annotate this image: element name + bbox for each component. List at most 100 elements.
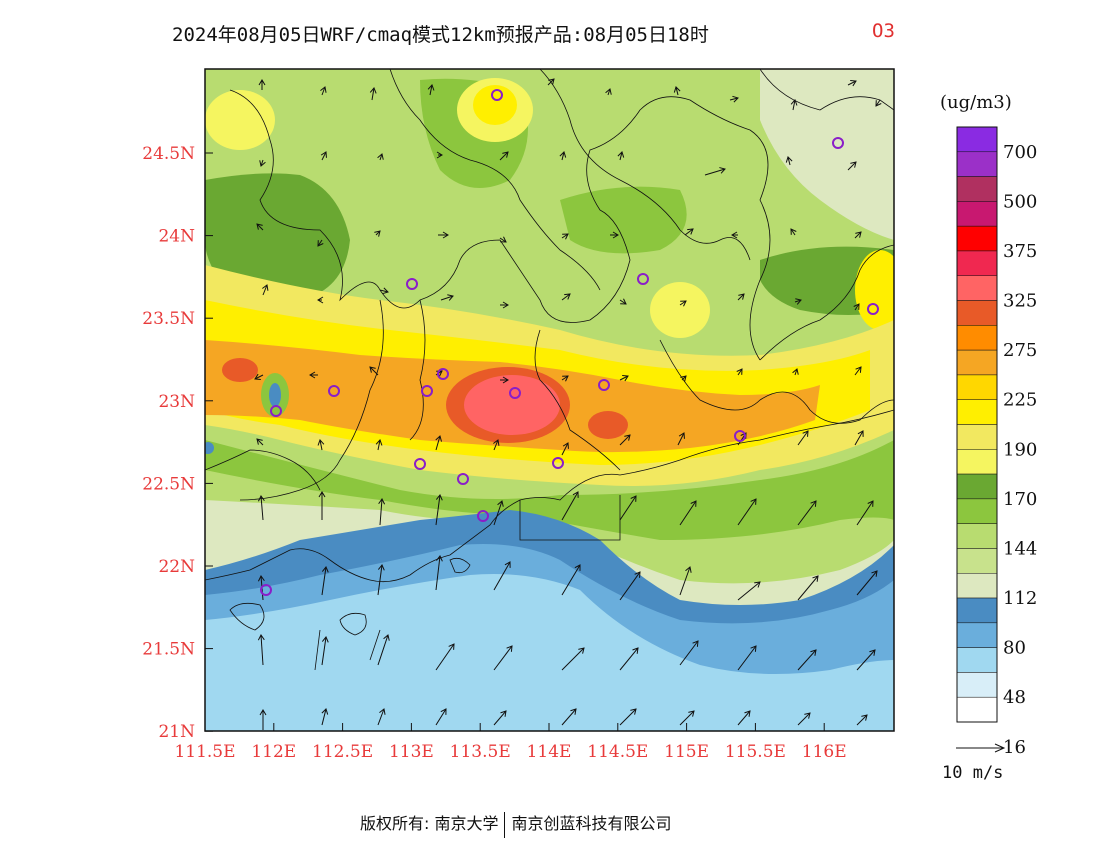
wind-arrow: [259, 709, 267, 730]
legend-swatch: [956, 498, 998, 524]
legend-swatch: [956, 523, 998, 549]
lat-tick-label: 22.5N: [142, 474, 195, 494]
station-marker: [260, 584, 272, 596]
wind-arrow: [704, 167, 726, 176]
legend-swatch: [956, 151, 998, 177]
wind-vectors: [254, 78, 882, 730]
legend-swatch: [956, 349, 998, 376]
legend-swatch: [956, 548, 998, 574]
legend-level-label: 375: [1003, 241, 1037, 262]
island-2: [339, 612, 367, 636]
wind-arrow: [737, 710, 751, 726]
wind-arrow: [374, 230, 381, 237]
legend-level-label: 700: [1003, 142, 1037, 163]
legend-swatch: [956, 597, 998, 624]
wind-arrow: [673, 86, 681, 96]
field-ne-pale: [760, 69, 894, 240]
wind-arrow: [377, 708, 386, 726]
wind-arrow: [257, 495, 265, 521]
lon-tick-label: 114.5E: [587, 742, 648, 762]
wind-arrow: [729, 95, 739, 103]
wind-arrow: [737, 581, 761, 601]
wind-arrow: [435, 643, 455, 671]
boundary-line-10: [205, 449, 321, 491]
boundary-line-3: [539, 69, 751, 261]
island-1: [229, 602, 265, 631]
wind-arrow: [847, 161, 857, 171]
wind-arrow: [731, 231, 738, 239]
field-n-hot-core: [473, 85, 517, 125]
wind-arrow: [309, 371, 318, 379]
wind-arrow: [320, 151, 327, 161]
wind-arrow: [605, 88, 612, 96]
wind-arrow: [493, 710, 507, 726]
wind-arrow: [427, 84, 435, 96]
station-marker: [437, 368, 449, 380]
wind-arrow: [547, 78, 555, 86]
legend-swatch: [956, 201, 998, 227]
field-edge-blue: [205, 442, 214, 454]
station-marker: [328, 385, 340, 397]
legend-swatch: [956, 696, 998, 723]
copyright-company: 南京创蓝科技有限公司: [511, 814, 672, 833]
wind-arrow: [561, 375, 569, 382]
wind-arrow: [561, 647, 585, 671]
lat-tick-label: 24N: [158, 227, 195, 247]
lon-tick-label: 112E: [251, 742, 296, 762]
wind-arrow: [737, 645, 757, 671]
wind-arrow: [561, 442, 569, 456]
wind-arrow: [369, 87, 377, 101]
wind-arrow: [379, 287, 389, 295]
station-marker: [734, 430, 746, 442]
lat-tick-label: 24.5N: [142, 144, 195, 164]
station-marker: [406, 278, 418, 290]
wind-scale-label: 10 m/s: [942, 763, 1003, 783]
wind-arrow: [853, 303, 860, 311]
boundary-line-9: [759, 244, 894, 361]
boundary-line-7: [534, 329, 621, 471]
lon-tick-label: 113.5E: [450, 742, 511, 762]
wind-arrow: [561, 233, 569, 240]
station-marker: [832, 137, 844, 149]
copyright-owner: 版权所有: 南京大学: [360, 814, 499, 833]
wind-arrow: [321, 708, 329, 726]
species-label: O3: [872, 20, 895, 42]
legend-swatch: [956, 424, 998, 450]
longitude-axis: 111.5E 112E 112.5E 113E 113.5E 114E 114.5E 115E…: [174, 723, 847, 762]
wind-arrow: [679, 566, 692, 596]
wind-arrow: [257, 634, 265, 666]
wind-arrow: [499, 151, 509, 161]
field-c-hot: [650, 282, 710, 338]
lon-tick-label: 114E: [527, 742, 572, 762]
wind-arrow: [856, 500, 874, 526]
copyright-footer: 版权所有: 南京大学 南京创蓝科技有限公司: [360, 810, 672, 838]
station-marker: [477, 510, 489, 522]
station-marker: [637, 273, 649, 285]
legend-swatch: [956, 225, 998, 252]
lat-tick-label: 21N: [158, 722, 195, 742]
wind-arrow: [856, 714, 868, 726]
wind-arrow: [792, 368, 799, 376]
legend-level-label: 48: [1003, 687, 1026, 708]
wind-arrow: [561, 293, 571, 301]
wind-arrow: [619, 375, 629, 382]
field-nw-hot: [205, 90, 275, 150]
lat-tick-label: 21.5N: [142, 640, 195, 660]
wind-arrow: [679, 640, 699, 666]
wind-arrow: [619, 495, 637, 521]
legend-level-label: 80: [1003, 638, 1026, 659]
wind-arrow: [499, 236, 507, 243]
station-marker: [552, 457, 564, 469]
wind-arrow: [794, 298, 802, 305]
wind-arrow: [317, 296, 324, 304]
legend-level-label: 500: [1003, 191, 1037, 212]
station-marker: [414, 458, 426, 470]
wind-arrow: [561, 708, 577, 726]
lat-tick-label: 23N: [158, 392, 195, 412]
boundary-line-2: [389, 69, 601, 291]
legend-swatch: [956, 250, 998, 276]
wind-arrow: [737, 293, 745, 301]
legend-swatch: [956, 449, 998, 475]
wind-arrow: [436, 151, 443, 159]
wind-arrow: [378, 498, 386, 526]
